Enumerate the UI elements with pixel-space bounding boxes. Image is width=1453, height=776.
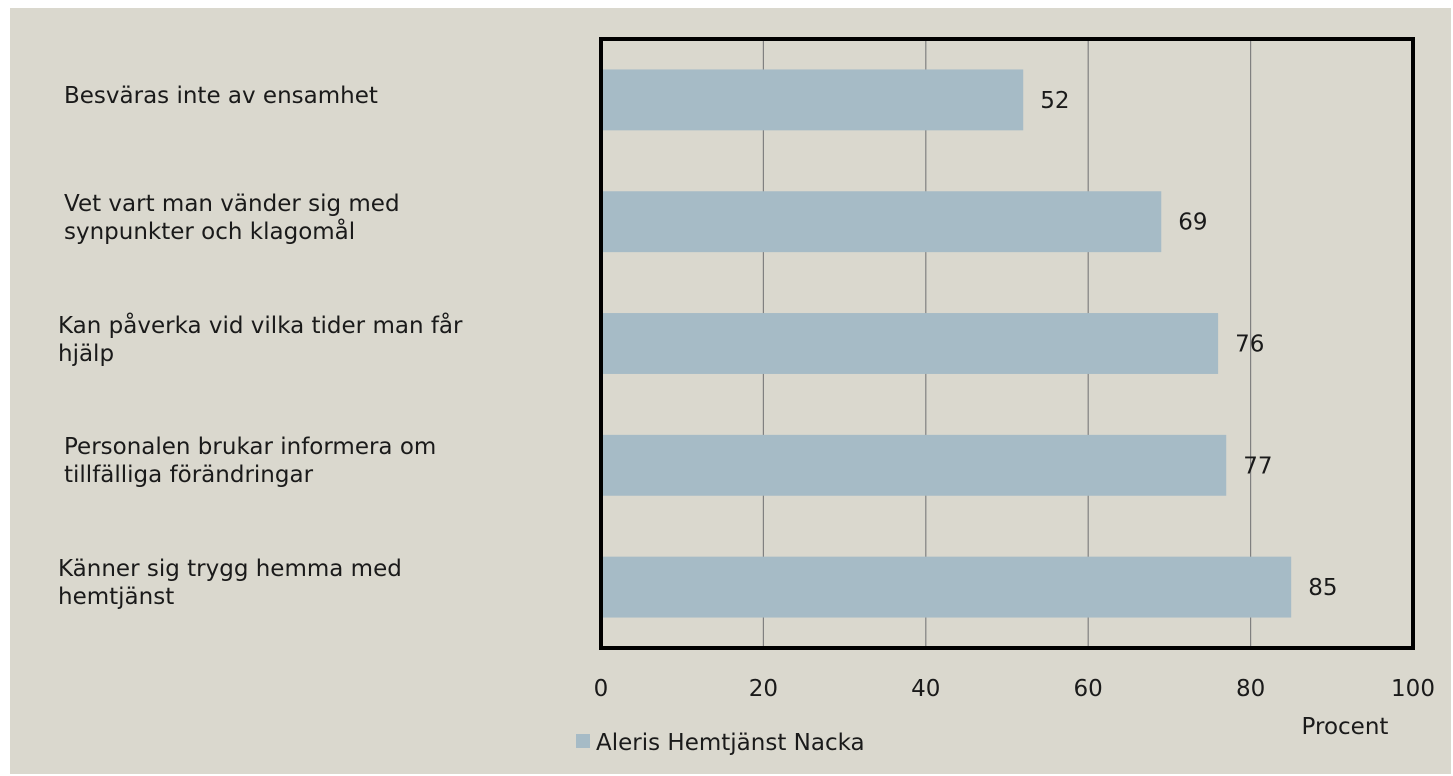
data-labels: 52 69 76 77 85 <box>1040 88 1337 601</box>
bar <box>601 191 1162 253</box>
plot-frame <box>599 37 1415 650</box>
x-axis-title: Procent <box>1302 714 1389 740</box>
bar-chart: 52 69 76 77 85 0 20 40 60 80 100 Procent Aleris H… <box>576 37 1435 756</box>
x-tick-label: 20 <box>749 676 778 702</box>
plot-border <box>599 37 1415 650</box>
bar <box>601 556 1292 618</box>
x-tick-label: 0 <box>594 676 609 702</box>
data-label: 69 <box>1178 210 1207 236</box>
x-tick-label: 80 <box>1236 676 1265 702</box>
bar <box>601 69 1024 131</box>
x-tick-label: 60 <box>1074 676 1103 702</box>
category-label: Personalen brukar informera om tillfälli… <box>64 434 437 489</box>
category-label: Besväras inte av ensamhet <box>64 82 378 109</box>
bars <box>601 69 1292 618</box>
bar <box>601 434 1227 496</box>
data-label: 77 <box>1243 453 1272 479</box>
chart-container: Besväras inte av ensamhet Vet vart man vä… <box>10 8 1451 774</box>
bar <box>601 313 1219 374</box>
category-label: Känner sig trygg hemma med hemtjänst <box>58 556 402 611</box>
category-label: Vet vart man vänder sig med synpunkter o… <box>64 190 400 245</box>
data-label: 52 <box>1040 88 1069 114</box>
legend-label: Aleris Hemtjänst Nacka <box>596 730 865 756</box>
x-tick-label: 100 <box>1391 676 1435 702</box>
x-tick-label: 40 <box>911 676 940 702</box>
legend: Aleris Hemtjänst Nacka <box>576 730 865 756</box>
data-label: 85 <box>1308 575 1337 601</box>
x-tick-labels: 0 20 40 60 80 100 <box>594 676 1435 702</box>
category-label: Kan påverka vid vilka tider man får hjäl… <box>58 312 463 367</box>
legend-swatch <box>576 734 590 748</box>
data-label: 76 <box>1235 332 1264 358</box>
